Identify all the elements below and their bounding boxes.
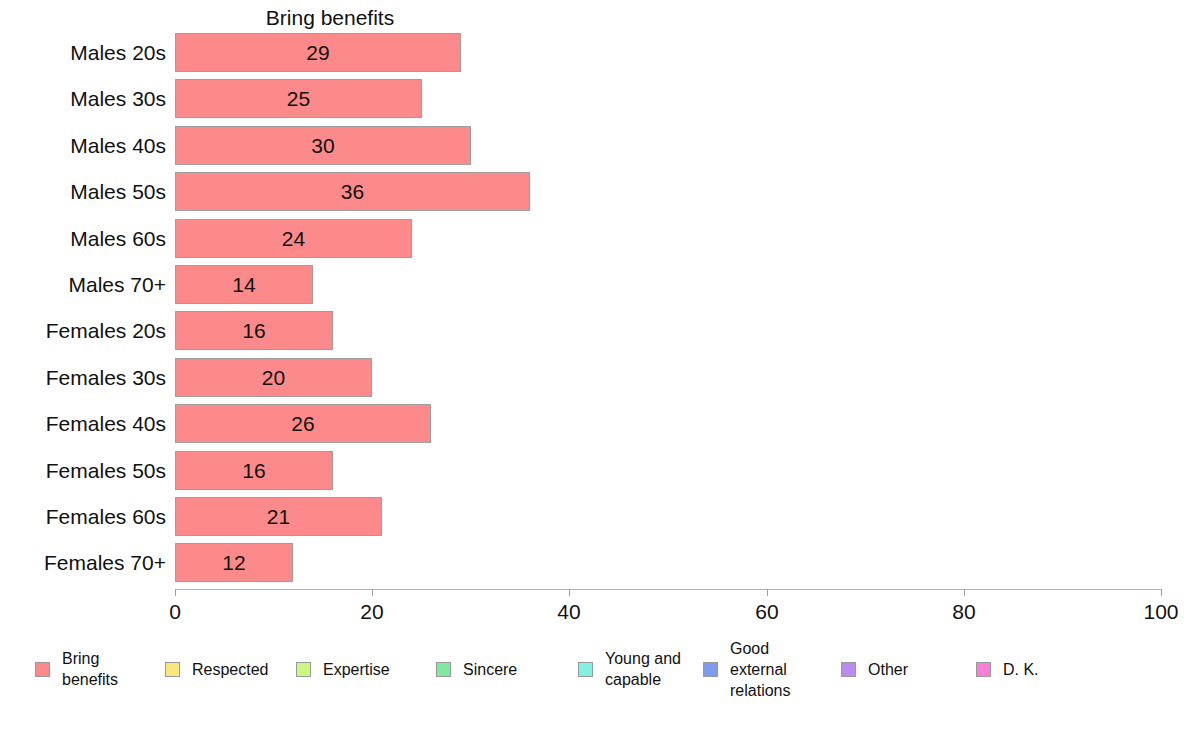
legend-swatch [703, 662, 718, 677]
x-tick-label: 60 [755, 600, 778, 624]
legend-label: Sincere [463, 659, 517, 680]
chart-row: Females 30s 20 [0, 358, 1188, 397]
category-label: Females 70+ [0, 543, 166, 582]
legend-swatch [165, 662, 180, 677]
bar: 30 [175, 126, 471, 165]
bar: 26 [175, 404, 431, 443]
bar-value-label: 36 [341, 180, 364, 204]
legend-label: Other [868, 659, 908, 680]
legend-item: Respected [165, 640, 269, 698]
x-tick [372, 589, 373, 596]
chart-row: Males 50s 36 [0, 172, 1188, 211]
x-tick [569, 589, 570, 596]
bar-value-label: 26 [291, 412, 314, 436]
bar-value-label: 24 [282, 227, 305, 251]
legend-label: D. K. [1003, 659, 1039, 680]
bar-value-label: 16 [242, 319, 265, 343]
category-label: Females 40s [0, 404, 166, 443]
bar: 16 [175, 311, 333, 350]
x-tick-label: 40 [557, 600, 580, 624]
bar-value-label: 14 [232, 273, 255, 297]
x-tick-label: 80 [952, 600, 975, 624]
bar: 36 [175, 172, 530, 211]
bar-value-label: 16 [242, 459, 265, 483]
legend-swatch [578, 662, 593, 677]
category-label: Females 20s [0, 311, 166, 350]
legend-swatch [436, 662, 451, 677]
bar: 25 [175, 79, 422, 118]
legend-label: Young and capable [605, 648, 700, 690]
legend-item: Expertise [296, 640, 390, 698]
legend-item: Other [841, 640, 908, 698]
chart-row: Females 50s 16 [0, 451, 1188, 490]
x-tick [175, 589, 176, 596]
bar-value-label: 30 [311, 134, 334, 158]
x-tick-label: 0 [169, 600, 181, 624]
category-label: Males 40s [0, 126, 166, 165]
legend-item: Young and capable [578, 640, 700, 698]
chart-row: Males 30s 25 [0, 79, 1188, 118]
legend-swatch [841, 662, 856, 677]
chart-row: Males 70+ 14 [0, 265, 1188, 304]
chart-row: Females 20s 16 [0, 311, 1188, 350]
bar-value-label: 21 [267, 505, 290, 529]
bar-value-label: 20 [262, 366, 285, 390]
chart-row: Females 40s 26 [0, 404, 1188, 443]
x-tick [964, 589, 965, 596]
legend-item: Good external relations [703, 640, 798, 698]
legend-item: D. K. [976, 640, 1039, 698]
bar-value-label: 29 [306, 41, 329, 65]
category-label: Males 50s [0, 172, 166, 211]
bar: 12 [175, 543, 293, 582]
bar: 24 [175, 219, 412, 258]
category-label: Females 50s [0, 451, 166, 490]
bar: 16 [175, 451, 333, 490]
legend-swatch [296, 662, 311, 677]
category-label: Males 20s [0, 33, 166, 72]
chart-row: Males 40s 30 [0, 126, 1188, 165]
bar: 29 [175, 33, 461, 72]
bar-chart: Bring benefits Males 20s29Males 30s25Mal… [0, 0, 1188, 736]
category-label: Females 60s [0, 497, 166, 536]
x-tick [767, 589, 768, 596]
legend-label: Good external relations [730, 638, 798, 701]
chart-title: Bring benefits [266, 6, 394, 30]
legend-swatch [35, 662, 50, 677]
legend-swatch [976, 662, 991, 677]
legend-label: Expertise [323, 659, 390, 680]
bar: 20 [175, 358, 372, 397]
bar: 21 [175, 497, 382, 536]
category-label: Females 30s [0, 358, 166, 397]
bar-value-label: 12 [222, 551, 245, 575]
category-label: Males 30s [0, 79, 166, 118]
x-tick [1161, 589, 1162, 596]
legend-label: Bring benefits [62, 648, 132, 690]
bar-value-label: 25 [287, 87, 310, 111]
category-label: Males 60s [0, 219, 166, 258]
legend-label: Respected [192, 659, 269, 680]
bar: 14 [175, 265, 313, 304]
legend-item: Bring benefits [35, 640, 132, 698]
legend-item: Sincere [436, 640, 517, 698]
chart-row: Females 70+ 12 [0, 543, 1188, 582]
chart-row: Males 20s 29 [0, 33, 1188, 72]
x-tick-label: 20 [360, 600, 383, 624]
x-tick-label: 100 [1143, 600, 1178, 624]
chart-row: Females 60s 21 [0, 497, 1188, 536]
chart-row: Males 60s 24 [0, 219, 1188, 258]
x-axis-line [175, 589, 1162, 590]
category-label: Males 70+ [0, 265, 166, 304]
